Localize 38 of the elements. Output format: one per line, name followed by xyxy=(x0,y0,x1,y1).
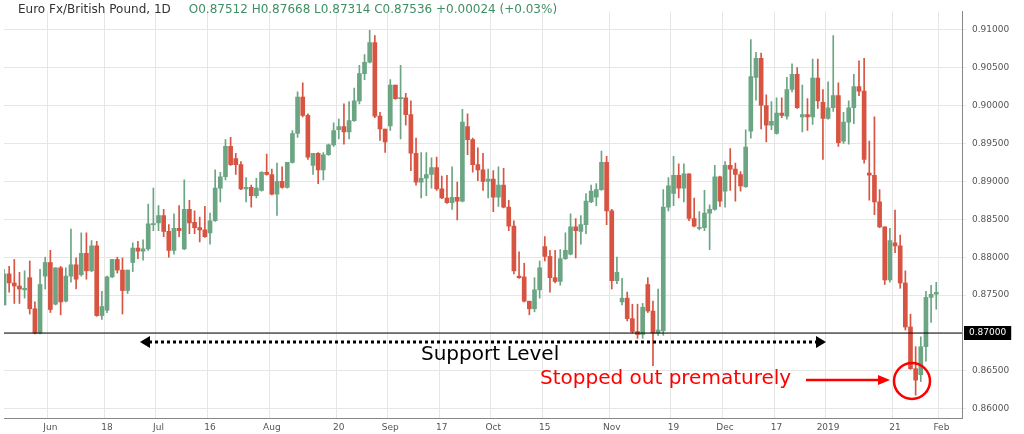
y-tick-label: 0.90000 xyxy=(972,99,1010,110)
x-tick-label: 21 xyxy=(889,421,901,432)
chart-subtitle: O0.87512 H0.87668 L0.87314 C0.87536 +0.00024 (+0.03%) xyxy=(188,2,558,16)
y-tick-label: 0.88500 xyxy=(972,213,1010,224)
x-tick-label: Jun xyxy=(42,421,58,432)
x-tick-label: Dec xyxy=(716,421,734,432)
y-tick-label: 0.89000 xyxy=(972,175,1010,186)
x-tick-label: 2019 xyxy=(816,421,840,432)
candlestick xyxy=(933,282,939,310)
candlestick xyxy=(573,218,579,259)
x-tick-label: Sep xyxy=(381,421,400,432)
y-tick-label: 0.91000 xyxy=(972,23,1010,34)
y-tick-label: 0.86500 xyxy=(972,365,1010,376)
candlestick xyxy=(454,181,460,221)
x-tick-label: Jul xyxy=(152,421,164,432)
x-tick-label: 20 xyxy=(333,421,345,432)
chart-title: Euro Fx/British Pound, 1D xyxy=(18,2,171,16)
y-tick-label: 0.87500 xyxy=(972,289,1010,300)
x-tick-label: 19 xyxy=(667,421,680,432)
x-tick-label: 16 xyxy=(204,421,217,432)
candlestick xyxy=(779,97,785,118)
x-tick-label: 17 xyxy=(770,421,783,432)
x-tick-label: 15 xyxy=(539,421,551,432)
x-tick-label: Nov xyxy=(602,421,622,432)
candlestick xyxy=(336,118,342,140)
y-tick-label: 0.89500 xyxy=(972,137,1010,148)
ref-line-label: 0.87000 xyxy=(969,327,1007,338)
x-tick-label: 17 xyxy=(436,421,448,432)
y-tick-label: 0.90500 xyxy=(972,61,1010,72)
candlestick xyxy=(552,250,558,284)
x-tick-label: Aug xyxy=(263,421,281,432)
annotation: Support Level xyxy=(421,341,560,365)
y-tick-label: 0.88000 xyxy=(972,251,1010,262)
x-tick-label: Feb xyxy=(933,421,950,432)
y-tick-label: 0.86000 xyxy=(972,403,1010,414)
x-tick-label: 18 xyxy=(101,421,114,432)
annotation: Stopped out prematurely xyxy=(540,365,792,389)
x-tick-label: Oct xyxy=(485,421,502,432)
